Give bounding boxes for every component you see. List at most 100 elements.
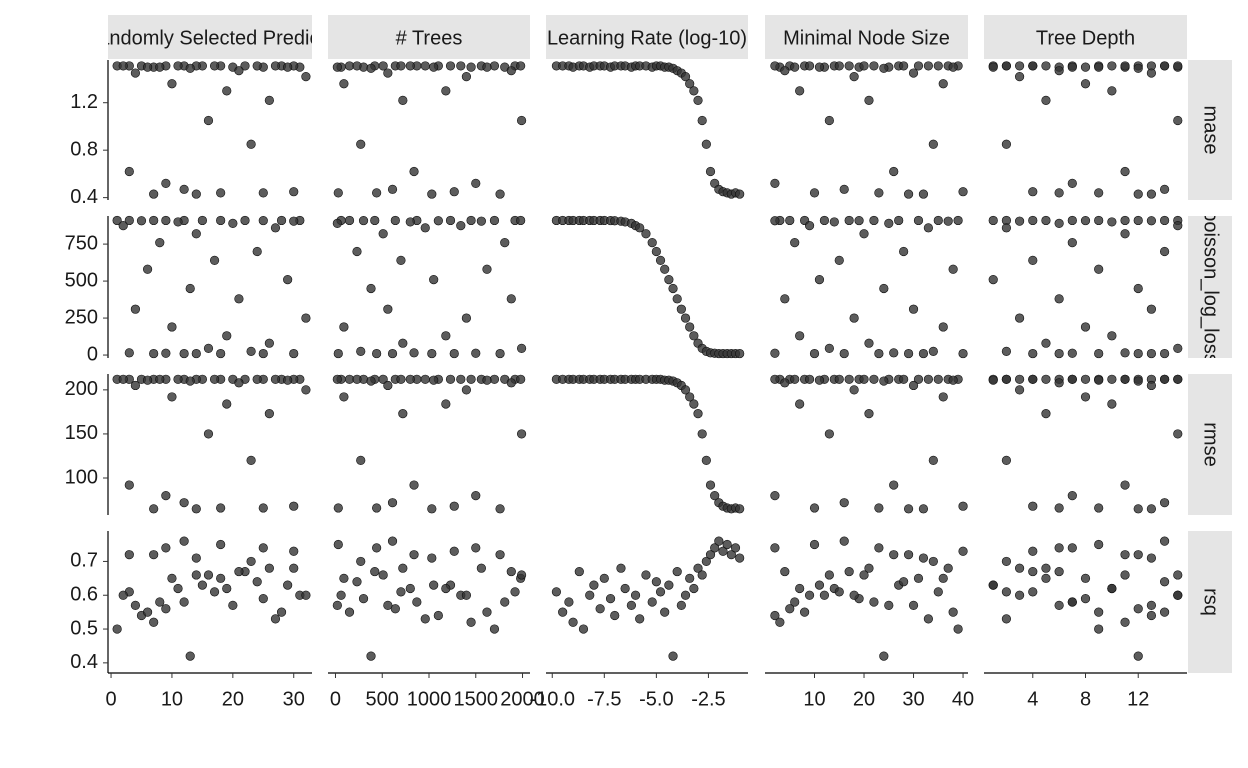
point <box>908 304 919 314</box>
point <box>427 348 437 359</box>
point <box>344 215 355 226</box>
point <box>1094 215 1104 226</box>
y-tick-label: 0 <box>87 343 98 365</box>
point <box>276 607 287 617</box>
point <box>938 573 948 583</box>
point <box>161 178 171 188</box>
point <box>420 223 430 233</box>
point <box>1146 610 1157 621</box>
point <box>449 546 459 556</box>
point <box>1001 587 1012 597</box>
point <box>461 72 472 82</box>
point <box>179 536 189 546</box>
point <box>167 322 177 332</box>
point <box>161 215 171 226</box>
point <box>191 229 201 239</box>
point <box>1120 166 1130 177</box>
point <box>1067 62 1077 72</box>
point <box>482 375 492 385</box>
point <box>1067 348 1077 358</box>
point <box>1054 378 1064 388</box>
point <box>301 385 311 395</box>
point <box>441 399 451 409</box>
point <box>693 563 703 573</box>
point <box>1014 72 1025 82</box>
point <box>203 343 214 353</box>
point <box>578 624 589 634</box>
point <box>599 573 609 583</box>
point <box>433 610 443 621</box>
point <box>409 166 419 177</box>
point <box>405 61 415 71</box>
point <box>427 189 437 199</box>
point <box>1094 375 1104 385</box>
point <box>366 651 376 661</box>
point <box>356 455 366 465</box>
point <box>1107 86 1117 96</box>
strip <box>1188 531 1232 673</box>
point <box>647 597 657 607</box>
point <box>283 275 293 285</box>
point <box>834 61 844 71</box>
point <box>1159 607 1170 617</box>
point <box>1014 61 1025 71</box>
point <box>1173 343 1183 353</box>
point <box>864 409 874 419</box>
point <box>685 573 695 583</box>
point <box>1094 62 1104 72</box>
point <box>697 115 707 126</box>
point <box>869 374 879 384</box>
point <box>449 187 459 197</box>
point <box>558 607 568 617</box>
y-tick-label: 0.6 <box>70 584 98 606</box>
point <box>383 68 393 78</box>
point <box>372 348 382 359</box>
point <box>1120 348 1130 358</box>
point <box>849 313 859 323</box>
point <box>185 651 195 661</box>
strip-label: rmse <box>1200 422 1222 466</box>
point <box>958 501 968 511</box>
point <box>685 392 695 402</box>
point <box>429 62 439 72</box>
point <box>1067 215 1077 226</box>
point <box>879 63 889 73</box>
point <box>958 348 968 359</box>
point <box>378 374 388 384</box>
point <box>336 590 346 600</box>
point <box>246 455 256 465</box>
point <box>264 95 274 105</box>
point <box>800 607 810 617</box>
point <box>834 255 844 265</box>
point <box>500 238 510 248</box>
point <box>149 189 159 199</box>
point <box>839 498 849 508</box>
point <box>516 343 527 353</box>
point <box>874 543 884 553</box>
point <box>283 62 293 72</box>
point <box>155 597 165 607</box>
point <box>1159 184 1170 194</box>
point <box>1028 546 1038 556</box>
point <box>234 66 244 76</box>
point <box>372 188 382 198</box>
point <box>585 590 595 600</box>
point <box>859 570 869 580</box>
point <box>814 275 825 285</box>
point <box>130 304 141 314</box>
point <box>1159 498 1170 508</box>
point <box>1067 543 1077 553</box>
point <box>1120 570 1130 580</box>
point <box>647 238 657 248</box>
point <box>693 95 703 105</box>
point <box>516 374 526 384</box>
point <box>471 348 481 358</box>
point <box>449 501 459 511</box>
point <box>1094 607 1104 617</box>
point <box>398 338 408 348</box>
point <box>142 607 153 617</box>
strip <box>1188 216 1232 358</box>
x-tick-label: 0 <box>105 688 116 710</box>
point <box>466 617 476 627</box>
point <box>795 86 805 96</box>
